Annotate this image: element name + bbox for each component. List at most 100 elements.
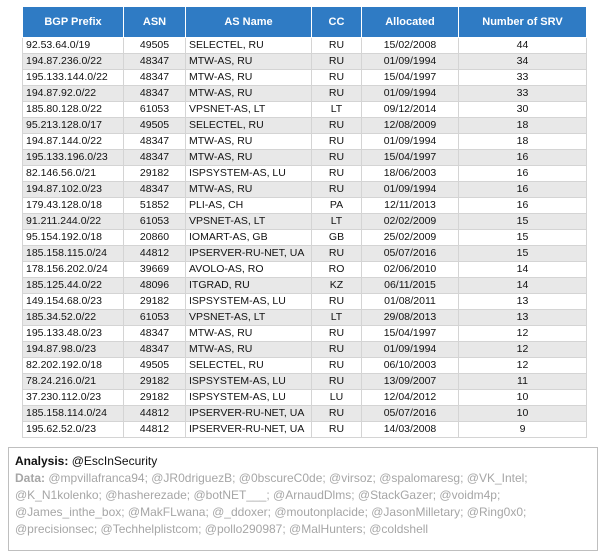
table-row: 92.53.64.0/19 49505 SELECTEL, RU RU 15/02/20… <box>22 37 587 54</box>
table-cell: RU <box>311 85 362 102</box>
table-row: 194.87.102.0/23 48347 MTW-AS, RU RU 01/09/19… <box>22 181 587 198</box>
column-header: AS Name <box>185 6 312 38</box>
table-cell: RO <box>311 261 362 278</box>
table-cell: IPSERVER-RU-NET, UA <box>185 421 312 438</box>
table-cell: 29182 <box>123 165 186 182</box>
table-cell: VPSNET-AS, LT <box>185 309 312 326</box>
table-cell: 01/09/1994 <box>361 53 459 70</box>
table-cell: 78.24.216.0/21 <box>22 373 124 390</box>
table-cell: RU <box>311 373 362 390</box>
table-cell: VPSNET-AS, LT <box>185 101 312 118</box>
table-cell: 29/08/2013 <box>361 309 459 326</box>
table-cell: 12 <box>458 357 587 374</box>
table-cell: RU <box>311 53 362 70</box>
table-row: 179.43.128.0/18 51852 PLI-AS, CH PA 12/11/20… <box>22 197 587 214</box>
table-row: 194.87.98.0/23 48347 MTW-AS, RU RU 01/09/199… <box>22 341 587 358</box>
table-cell: 185.125.44.0/22 <box>22 277 124 294</box>
table-cell: ISPSYSTEM-AS, LU <box>185 293 312 310</box>
table-cell: 185.34.52.0/22 <box>22 309 124 326</box>
table-cell: 185.80.128.0/22 <box>22 101 124 118</box>
table-cell: 48347 <box>123 325 186 342</box>
table-row: 195.62.52.0/23 44812 IPSERVER-RU-NET, UA RU… <box>22 421 587 438</box>
table-cell: 15 <box>458 229 587 246</box>
table-cell: RU <box>311 245 362 262</box>
table-cell: 48096 <box>123 277 186 294</box>
table-cell: VPSNET-AS, LT <box>185 213 312 230</box>
table-cell: SELECTEL, RU <box>185 37 312 54</box>
table-row: 185.125.44.0/22 48096 ITGRAD, RU KZ 06/11/20… <box>22 277 587 294</box>
table-cell: LT <box>311 213 362 230</box>
table-row: 185.158.115.0/24 44812 IPSERVER-RU-NET, UA… <box>22 245 587 262</box>
table-cell: 12/04/2012 <box>361 389 459 406</box>
table-cell: SELECTEL, RU <box>185 117 312 134</box>
table-cell: MTW-AS, RU <box>185 149 312 166</box>
table-cell: 61053 <box>123 213 186 230</box>
table-cell: 185.158.114.0/24 <box>22 405 124 422</box>
table-cell: RU <box>311 165 362 182</box>
column-header: Allocated <box>361 6 459 38</box>
table-cell: MTW-AS, RU <box>185 133 312 150</box>
table-cell: 48347 <box>123 69 186 86</box>
table-cell: LT <box>311 101 362 118</box>
table-cell: 48347 <box>123 181 186 198</box>
table-cell: 49505 <box>123 117 186 134</box>
table-cell: RU <box>311 149 362 166</box>
table-cell: 194.87.92.0/22 <box>22 85 124 102</box>
table-cell: 02/02/2009 <box>361 213 459 230</box>
column-header: ASN <box>123 6 186 38</box>
table-cell: 15 <box>458 245 587 262</box>
table-row: 195.133.196.0/23 48347 MTW-AS, RU RU 15/04/1… <box>22 149 587 166</box>
table-cell: 16 <box>458 197 587 214</box>
table-cell: 37.230.112.0/23 <box>22 389 124 406</box>
table-cell: IPSERVER-RU-NET, UA <box>185 405 312 422</box>
table-cell: 13 <box>458 293 587 310</box>
table-cell: 149.154.68.0/23 <box>22 293 124 310</box>
table-cell: 48347 <box>123 149 186 166</box>
table-cell: 61053 <box>123 101 186 118</box>
header-row: BGP Prefix ASN AS Name CC Allocated Number of… <box>22 6 587 38</box>
table-cell: 18 <box>458 117 587 134</box>
table-row: 185.80.128.0/22 61053 VPSNET-AS, LT LT 09/12… <box>22 101 587 118</box>
table-cell: 44812 <box>123 405 186 422</box>
table-cell: ISPSYSTEM-AS, LU <box>185 389 312 406</box>
table-cell: 01/09/1994 <box>361 133 459 150</box>
table-cell: 18 <box>458 133 587 150</box>
table-cell: 15/02/2008 <box>361 37 459 54</box>
table-cell: 82.202.192.0/18 <box>22 357 124 374</box>
table-cell: 44 <box>458 37 587 54</box>
table-cell: 16 <box>458 165 587 182</box>
table-cell: IOMART-AS, GB <box>185 229 312 246</box>
table-row: 82.202.192.0/18 49505 SELECTEL, RU RU 06/10/… <box>22 357 587 374</box>
table-cell: 39669 <box>123 261 186 278</box>
table-cell: PLI-AS, CH <box>185 197 312 214</box>
table-cell: AVOLO-AS, RO <box>185 261 312 278</box>
table-cell: 11 <box>458 373 587 390</box>
table-cell: 44812 <box>123 245 186 262</box>
data-label: Data: <box>15 471 46 485</box>
table-cell: MTW-AS, RU <box>185 325 312 342</box>
table-cell: RU <box>311 341 362 358</box>
table-cell: 13/09/2007 <box>361 373 459 390</box>
table-cell: RU <box>311 405 362 422</box>
table-cell: 48347 <box>123 85 186 102</box>
table-cell: 25/02/2009 <box>361 229 459 246</box>
table-cell: 05/07/2016 <box>361 405 459 422</box>
table-row: 95.213.128.0/17 49505 SELECTEL, RU RU 12/08/… <box>22 117 587 134</box>
table-cell: 49505 <box>123 357 186 374</box>
table-cell: RU <box>311 69 362 86</box>
table-cell: 51852 <box>123 197 186 214</box>
table-cell: 01/09/1994 <box>361 341 459 358</box>
table-cell: 09/12/2014 <box>361 101 459 118</box>
table-cell: 95.213.128.0/17 <box>22 117 124 134</box>
table-cell: SELECTEL, RU <box>185 357 312 374</box>
table-cell: 15/04/1997 <box>361 325 459 342</box>
table-cell: 195.133.196.0/23 <box>22 149 124 166</box>
table-cell: 29182 <box>123 389 186 406</box>
table-cell: LU <box>311 389 362 406</box>
table-cell: RU <box>311 357 362 374</box>
table-cell: 195.133.48.0/23 <box>22 325 124 342</box>
table-row: 185.158.114.0/24 44812 IPSERVER-RU-NET, UA… <box>22 405 587 422</box>
table-cell: 29182 <box>123 293 186 310</box>
table-cell: 13 <box>458 309 587 326</box>
